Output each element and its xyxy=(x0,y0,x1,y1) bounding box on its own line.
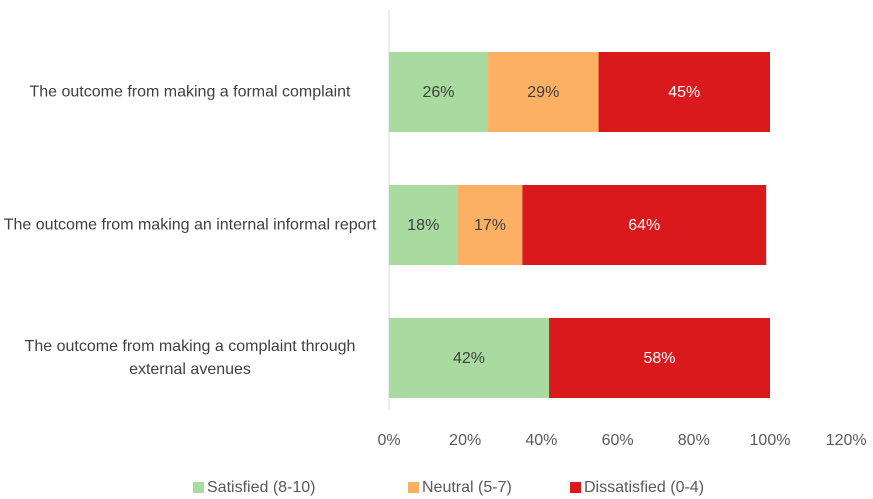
bar-segment xyxy=(522,185,767,265)
x-tick-label: 80% xyxy=(678,432,710,449)
x-tick-label: 120% xyxy=(826,432,867,449)
data-label: 17% xyxy=(474,217,506,234)
data-label: 64% xyxy=(628,217,660,234)
legend-swatch xyxy=(193,482,204,493)
category-label: The outcome from making an internal info… xyxy=(3,216,377,234)
category-label: The outcome from making a formal complai… xyxy=(29,83,351,101)
legend-swatch xyxy=(408,482,419,493)
bar-segment xyxy=(389,52,489,132)
bar-segment xyxy=(488,52,599,132)
data-label: 26% xyxy=(423,84,455,101)
x-tick-label: 0% xyxy=(377,432,400,449)
legend-label: Neutral (5-7) xyxy=(422,479,512,496)
x-tick-label: 40% xyxy=(525,432,557,449)
bar-segment xyxy=(389,318,550,398)
data-label: 45% xyxy=(668,84,700,101)
bar-segment xyxy=(598,52,770,132)
category-label: The outcome from making a complaint thro… xyxy=(24,338,356,378)
legend-swatch xyxy=(570,482,581,493)
legend-label: Satisfied (8-10) xyxy=(207,479,316,496)
data-label: 42% xyxy=(453,350,485,367)
x-tick-label: 20% xyxy=(449,432,481,449)
data-label: 58% xyxy=(643,350,675,367)
x-tick-label: 60% xyxy=(602,432,634,449)
bar-segment xyxy=(389,185,458,265)
data-label: 18% xyxy=(407,217,439,234)
data-label: 29% xyxy=(527,84,559,101)
bar-segment xyxy=(457,185,523,265)
x-tick-label: 100% xyxy=(750,432,791,449)
bar-segment xyxy=(549,318,770,398)
legend-label: Dissatisfied (0-4) xyxy=(584,479,704,496)
